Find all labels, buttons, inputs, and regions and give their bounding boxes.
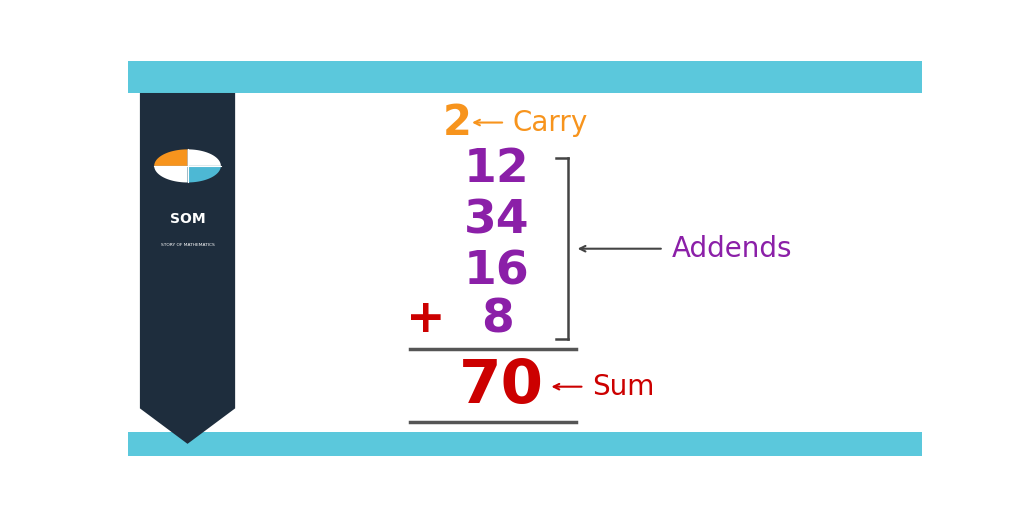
Text: 34: 34: [464, 199, 529, 244]
Text: Carry: Carry: [513, 109, 588, 137]
Text: SOM: SOM: [170, 212, 206, 226]
Text: 70: 70: [459, 357, 544, 416]
Text: 16: 16: [464, 250, 529, 295]
Polygon shape: [155, 166, 187, 182]
Text: +: +: [406, 297, 445, 342]
Text: 12: 12: [464, 147, 529, 193]
Text: 8: 8: [480, 297, 513, 342]
Text: Addends: Addends: [672, 234, 793, 263]
Polygon shape: [155, 150, 187, 166]
Bar: [128, 93, 922, 432]
Text: STORY OF MATHEMATICS: STORY OF MATHEMATICS: [161, 243, 214, 247]
Bar: [128, 432, 922, 456]
Polygon shape: [187, 150, 221, 166]
Bar: [128, 61, 922, 93]
Text: Sum: Sum: [592, 373, 654, 401]
Polygon shape: [187, 166, 221, 182]
Polygon shape: [140, 93, 236, 444]
Text: 2: 2: [443, 101, 472, 143]
